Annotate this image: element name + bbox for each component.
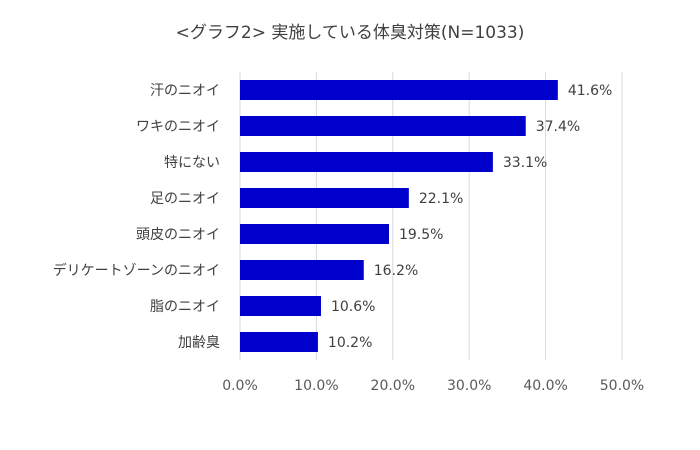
x-tick-label: 30.0% [447, 378, 491, 394]
bar [240, 296, 321, 316]
bar [240, 224, 389, 244]
data-label: 19.5% [399, 227, 443, 243]
data-label: 37.4% [536, 119, 580, 135]
x-tick-label: 0.0% [222, 378, 258, 394]
category-label: 汗のニオイ [150, 83, 220, 99]
bar [240, 116, 526, 136]
category-label: 脂のニオイ [150, 299, 220, 315]
data-label: 10.6% [331, 299, 375, 315]
category-label: 加齢臭 [178, 335, 220, 351]
x-tick-label: 50.0% [600, 378, 644, 394]
bar [240, 188, 409, 208]
labels: 0.0% 10.0% 20.0% 30.0% 40.0% 50.0% 汗のニオイ 41.6% ワ… [53, 83, 645, 394]
data-label: 41.6% [568, 83, 612, 99]
category-label: 足のニオイ [150, 191, 220, 207]
data-label: 33.1% [503, 155, 547, 171]
x-tick-label: 20.0% [371, 378, 415, 394]
chart-title: <グラフ2> 実施している体臭対策(N=1033) [175, 23, 525, 43]
data-label: 10.2% [328, 335, 372, 351]
x-tick-label: 40.0% [523, 378, 567, 394]
category-label: 頭皮のニオイ [136, 227, 220, 243]
bar [240, 80, 558, 100]
bars [240, 80, 558, 352]
x-tick-label: 10.0% [294, 378, 338, 394]
bar [240, 332, 318, 352]
bar [240, 260, 364, 280]
gridlines [239, 72, 623, 360]
category-label: ワキのニオイ [136, 119, 220, 135]
category-label: 特にない [164, 155, 220, 171]
data-label: 22.1% [419, 191, 463, 207]
category-label: デリケートゾーンのニオイ [53, 262, 220, 279]
data-label: 16.2% [374, 263, 418, 279]
bar [240, 152, 493, 172]
